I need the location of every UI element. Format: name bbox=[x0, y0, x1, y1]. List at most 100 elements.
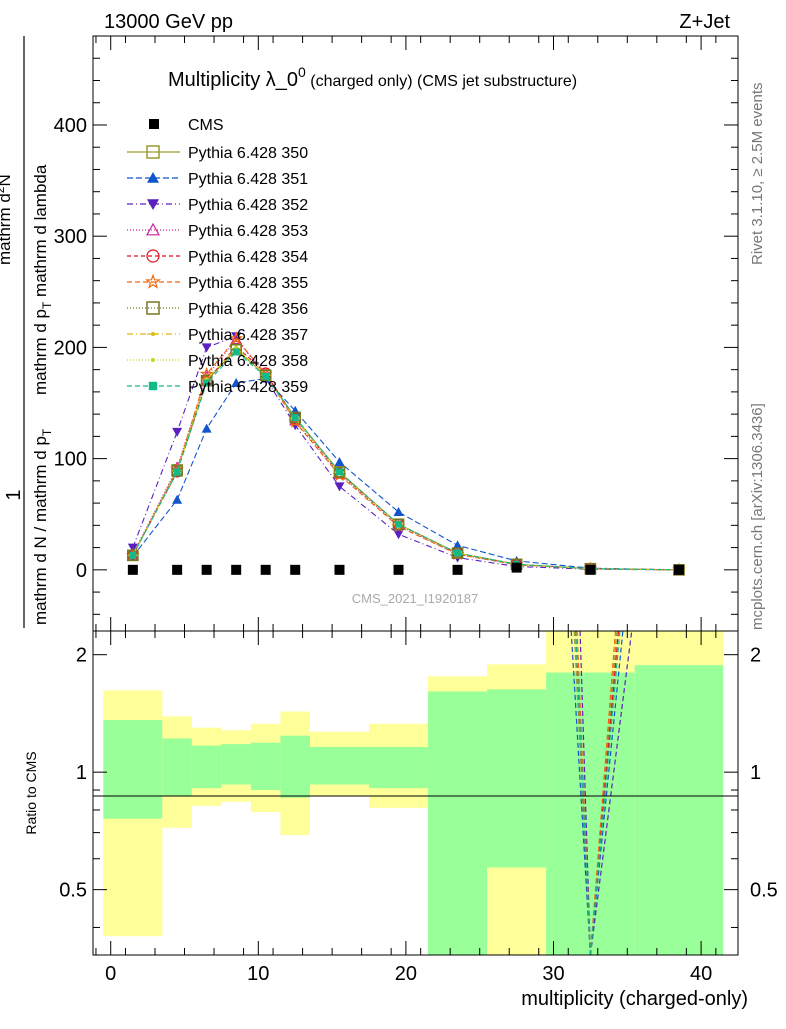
x-tick-label: 20 bbox=[395, 963, 417, 985]
series-point bbox=[334, 456, 345, 466]
series-point bbox=[201, 343, 212, 353]
ylabel-ratio: Ratio to CMS bbox=[23, 751, 39, 834]
legend-label: Pythia 6.428 350 bbox=[188, 145, 308, 162]
cms-point bbox=[231, 564, 242, 575]
ratio-ticks: 0.5 0.51 12 20 10 20 30 40 bbox=[59, 631, 778, 985]
ratio-band-green bbox=[369, 747, 429, 789]
ratio-spike-line bbox=[575, 630, 592, 956]
ratio-spike-line bbox=[576, 630, 592, 956]
legend-label: Pythia 6.428 355 bbox=[188, 275, 308, 292]
ylabel-main-numerator: mathrm d2N bbox=[0, 174, 14, 265]
legend-marker bbox=[151, 332, 155, 336]
series-point bbox=[335, 468, 343, 476]
main-ticks: 0 100 200 300 400 bbox=[54, 36, 738, 631]
series-point bbox=[232, 348, 240, 356]
cms-points bbox=[127, 562, 684, 575]
ratio-band-green bbox=[191, 745, 222, 789]
ylabel-main-denominator: mathrm d N / mathrm d pT bbox=[31, 428, 54, 625]
x-tick-label: 0 bbox=[105, 963, 116, 985]
ratio-band-green bbox=[162, 738, 192, 796]
cms-point bbox=[260, 564, 271, 575]
ratio-plot-frame bbox=[92, 630, 739, 956]
ratio-band-green bbox=[487, 689, 547, 868]
ratio-spike-line bbox=[589, 630, 624, 956]
header-right: Z+Jet bbox=[679, 11, 730, 33]
xlabel: multiplicity (charged-only) bbox=[521, 988, 748, 1010]
ratio-spike-line bbox=[579, 630, 592, 956]
cms-point bbox=[172, 564, 183, 575]
main-series bbox=[125, 331, 686, 576]
y-tick-label: 200 bbox=[54, 337, 87, 359]
cms-point bbox=[452, 564, 463, 575]
series-point bbox=[172, 494, 183, 504]
y-tick-label: 0 bbox=[76, 560, 87, 582]
cms-point bbox=[201, 564, 212, 575]
series-line bbox=[132, 346, 679, 571]
ratio-spike-line bbox=[589, 630, 633, 956]
legend-label: Pythia 6.428 351 bbox=[188, 171, 308, 188]
legend-marker bbox=[148, 381, 158, 391]
ratio-spike-line bbox=[589, 630, 620, 956]
series-point bbox=[291, 413, 299, 421]
ratio-spikes bbox=[570, 630, 633, 956]
series-point bbox=[288, 414, 303, 428]
legend-label: Pythia 6.428 354 bbox=[188, 249, 308, 266]
ratio-band-green bbox=[250, 742, 281, 791]
cms-point bbox=[393, 564, 404, 575]
ratio-spike-line bbox=[589, 630, 621, 956]
legend-label: Pythia 6.428 353 bbox=[188, 223, 308, 240]
y-tick-label: 400 bbox=[54, 115, 87, 137]
y-tick-label: 100 bbox=[54, 449, 87, 471]
cms-point bbox=[334, 564, 345, 575]
ylabel-main: 1 mathrm d N / mathrm d pT mathrm d2N ma… bbox=[0, 36, 54, 628]
ratio-bands bbox=[103, 631, 724, 955]
ratio-y-tick-label: 0.5 bbox=[59, 880, 87, 902]
legend-marker bbox=[145, 273, 161, 289]
series-point bbox=[172, 427, 183, 437]
x-tick-label: 30 bbox=[542, 963, 564, 985]
series-line bbox=[132, 337, 679, 571]
legend-marker bbox=[146, 301, 160, 315]
ratio-band-green bbox=[103, 720, 163, 819]
series-point bbox=[262, 372, 270, 380]
ratio-band-green bbox=[309, 747, 370, 785]
cms-point bbox=[585, 564, 596, 575]
series-point bbox=[173, 468, 181, 476]
ratio-band-green bbox=[634, 665, 724, 955]
ratio-band-green bbox=[221, 744, 251, 785]
legend-label: Pythia 6.428 352 bbox=[188, 197, 308, 214]
series-point bbox=[395, 520, 403, 528]
series-point bbox=[393, 530, 404, 540]
series-point bbox=[203, 379, 211, 387]
cms-point bbox=[290, 564, 301, 575]
rivet-label: Rivet 3.1.10, ≥ 2.5M events bbox=[749, 83, 766, 266]
ratio-spike-line bbox=[589, 630, 618, 956]
main-plot: 0 100 200 300 400 bbox=[54, 35, 739, 632]
legend-marker-cms bbox=[149, 119, 159, 129]
series-point bbox=[454, 549, 462, 557]
ratio-y-tick-label: 1 bbox=[76, 762, 87, 784]
ratio-spike-line bbox=[573, 630, 592, 956]
ylabel-main-one: 1 bbox=[3, 489, 25, 500]
ratio-y-tick-label-right: 0.5 bbox=[750, 880, 778, 902]
series-point bbox=[229, 331, 244, 345]
series-point bbox=[201, 423, 212, 433]
y-tick-label: 300 bbox=[54, 226, 87, 248]
cms-point bbox=[511, 562, 522, 573]
series-line bbox=[132, 335, 679, 571]
ratio-y-tick-label-right: 2 bbox=[750, 645, 761, 667]
legend-label: Pythia 6.428 359 bbox=[188, 379, 308, 396]
series-point bbox=[231, 332, 242, 342]
mcplots-label: mcplots.cern.ch [arXiv:1306.3436] bbox=[749, 403, 766, 630]
series-point bbox=[289, 411, 301, 424]
legend-marker bbox=[146, 145, 160, 159]
series-line bbox=[132, 347, 679, 571]
ratio-band-green bbox=[546, 672, 635, 955]
series-point bbox=[334, 482, 345, 492]
header-left: 13000 GeV pp bbox=[104, 11, 233, 33]
series-line bbox=[132, 377, 679, 571]
legend-label: Pythia 6.428 358 bbox=[188, 353, 308, 370]
chart-title: Multiplicity λ_00 (charged only) (CMS je… bbox=[168, 64, 577, 91]
ratio-y-tick-label: 2 bbox=[76, 645, 87, 667]
